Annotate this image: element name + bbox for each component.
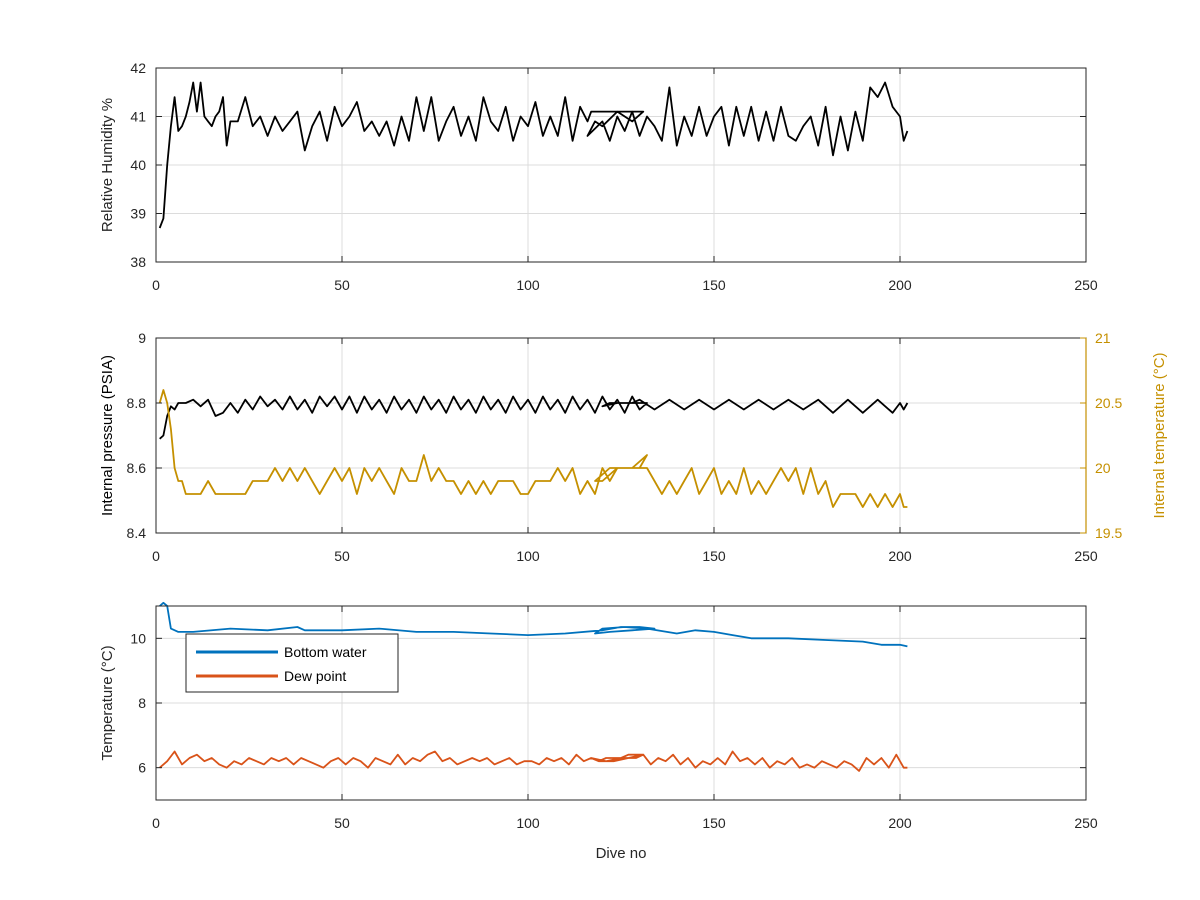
pressure-panel: 0 50 100 150 200 250 8.4 8.6 8.8 9 Internal pressu… [99, 330, 1168, 564]
x-tick-label: 100 [516, 277, 540, 293]
humidity-panel: 0 50 100 150 200 250 38 39 40 41 42 Relative Humidi… [99, 60, 1098, 293]
series-line-dew-point [159, 750, 908, 772]
legend-entry: Dew point [284, 668, 346, 684]
y2-tick-label: 21 [1095, 330, 1111, 346]
y-tick-label: 8 [138, 695, 146, 711]
x-tick-label: 100 [516, 548, 540, 564]
y-tick-label: 6 [138, 760, 146, 776]
y-axis-label: Internal pressure (PSIA) [99, 355, 116, 516]
y2-tick-label: 20.5 [1095, 395, 1122, 411]
x-tick-label: 150 [702, 548, 726, 564]
x-axis-label: Dive no [596, 845, 647, 862]
y-tick-label: 40 [130, 157, 146, 173]
y-tick-label: 8.8 [127, 395, 147, 411]
legend-box [185, 633, 399, 693]
series-line-2 [158, 389, 908, 508]
x-tick-label: 150 [702, 815, 726, 831]
x-tick-label: 200 [888, 548, 912, 564]
x-tick-label: 100 [516, 815, 540, 831]
temperature-panel: 0 50 100 150 200 250 6 8 10 Temperature (°C) Dive … [99, 601, 1098, 862]
x-tick-label: 250 [1074, 277, 1098, 293]
plot-area [156, 338, 1086, 533]
x-tick-label: 250 [1074, 548, 1098, 564]
x-tick-label: 0 [152, 815, 160, 831]
y2-tick-label: 19.5 [1095, 525, 1122, 541]
x-tick-label: 50 [334, 277, 350, 293]
x-tick-label: 50 [334, 548, 350, 564]
y-tick-label: 42 [130, 60, 146, 76]
y-tick-label: 39 [130, 206, 146, 222]
x-tick-label: 250 [1074, 815, 1098, 831]
series-line-bottom-water [159, 601, 908, 648]
y-tick-label: 10 [130, 630, 146, 646]
y-tick-label: 38 [130, 254, 146, 270]
y-axis-label: Relative Humidity % [99, 98, 116, 232]
series-line-1 [158, 81, 909, 229]
series-line-1 [159, 395, 909, 440]
y-tick-label: 41 [130, 109, 146, 125]
y2-tick-label: 20 [1095, 460, 1111, 476]
legend-entry: Bottom water [284, 644, 367, 660]
y2-axis-label: Internal temperature (°C) [1151, 352, 1168, 518]
x-tick-label: 0 [152, 548, 160, 564]
x-tick-label: 200 [888, 815, 912, 831]
y-tick-label: 8.4 [127, 525, 147, 541]
x-tick-label: 200 [888, 277, 912, 293]
x-tick-label: 150 [702, 277, 726, 293]
x-tick-label: 0 [152, 277, 160, 293]
y-tick-label: 9 [138, 330, 146, 346]
x-tick-label: 50 [334, 815, 350, 831]
legend: Bottom water Dew point [185, 633, 399, 693]
y-axis-label: Temperature (°C) [99, 645, 116, 760]
y-tick-label: 8.6 [127, 460, 147, 476]
